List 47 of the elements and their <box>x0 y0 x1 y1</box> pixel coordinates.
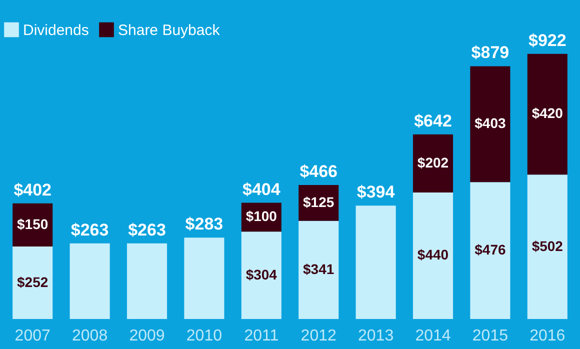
data-label: $100 <box>246 208 278 224</box>
bar <box>412 192 454 319</box>
bar <box>356 206 396 319</box>
total-label: $642 <box>414 111 452 130</box>
data-label: $202 <box>417 154 449 170</box>
bar <box>527 54 568 175</box>
bar <box>470 66 510 182</box>
x-tick-label: 2010 <box>186 328 222 344</box>
legend-label: Dividends <box>23 22 89 39</box>
bar <box>470 182 510 319</box>
total-label: $283 <box>185 214 224 234</box>
bar <box>527 174 568 319</box>
data-label: $403 <box>474 115 506 132</box>
bar <box>126 243 168 319</box>
data-label: $476 <box>474 242 506 258</box>
bar <box>12 246 53 319</box>
total-label: $394 <box>356 182 396 202</box>
bar <box>184 238 224 319</box>
bar <box>70 243 110 319</box>
x-tick-label: 2011 <box>244 328 279 344</box>
x-tick-label: 2013 <box>358 328 394 344</box>
total-label: $922 <box>528 30 566 50</box>
total-label: $263 <box>70 220 109 240</box>
x-tick-label: 2015 <box>472 328 508 344</box>
x-tick-label: 2007 <box>14 328 50 344</box>
data-label: $304 <box>246 266 278 282</box>
total-label: $263 <box>128 220 166 240</box>
x-tick-label: 2009 <box>129 328 165 344</box>
x-tick-label: 2016 <box>530 328 566 344</box>
bar <box>412 134 454 192</box>
total-label: $879 <box>471 43 510 62</box>
bar <box>298 220 339 319</box>
data-label: $252 <box>17 274 48 290</box>
x-tick-label: 2014 <box>415 328 451 344</box>
x-tick-label: 2012 <box>300 328 336 344</box>
legend-label: Share Buyback <box>118 22 220 39</box>
data-label: $440 <box>417 246 449 263</box>
data-label: $341 <box>303 260 334 277</box>
bar <box>241 232 282 319</box>
data-label: $502 <box>532 238 564 254</box>
total-label: $404 <box>242 180 281 199</box>
total-label: $466 <box>300 162 338 181</box>
data-label: $420 <box>532 105 564 122</box>
data-label: $150 <box>17 216 48 232</box>
data-label: $125 <box>303 194 334 210</box>
x-tick-label: 2008 <box>72 328 108 344</box>
total-label: $402 <box>14 180 52 200</box>
